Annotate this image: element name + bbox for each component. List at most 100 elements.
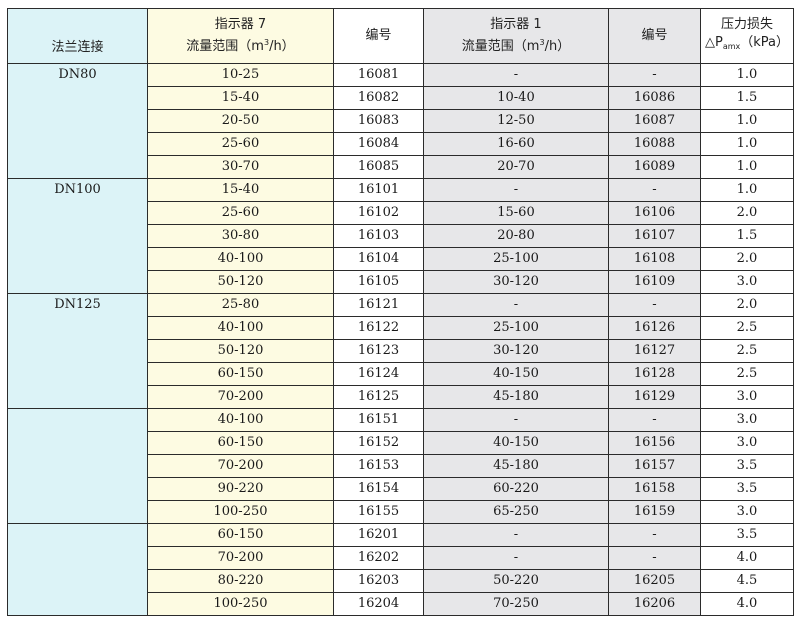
indicator1-flow-range-cell: 45-180 — [423, 454, 609, 478]
indicator7-flow-range-cell: 40-100 — [147, 408, 334, 432]
indicator7-code-cell: 16122 — [333, 316, 424, 340]
table-row: 70-200 16202- -4.0 — [8, 546, 794, 570]
table-row: 100-250 16155 65-250 16159 3.0 — [8, 500, 794, 524]
indicator7-code-cell: 16155 — [333, 500, 424, 524]
pressure-loss-cell: 1.0 — [700, 155, 794, 179]
header-indicator1-unit-pre: 流量范围（m — [461, 39, 540, 54]
indicator7-flow-range-cell: 70-200 — [147, 385, 334, 409]
indicator7-flow-range-cell: 70-200 — [147, 454, 334, 478]
indicator1-flow-range-cell: 60-220 — [423, 477, 609, 501]
table-row: 60-150 16152 40-150 16156 3.0 — [8, 431, 794, 455]
header-indicator1-title: 指示器 1 — [490, 17, 542, 32]
indicator1-code-cell: 16108 — [608, 247, 701, 271]
header-pressure-loss: 压力损失 △Pamx（kPa） — [700, 8, 794, 64]
header-indicator7-unit-pre: 流量范围（m — [186, 39, 264, 54]
indicator1-code-cell: - — [608, 523, 701, 547]
table-row: DN80 10-25 16081- -1.0 — [7, 63, 794, 179]
table-row: 60-150 16124 40-150 16128 2.5 — [8, 362, 794, 386]
pressure-loss-cell: 3.5 — [700, 454, 794, 478]
indicator7-code-cell: 16123 — [333, 339, 424, 363]
header-pressure-loss-unit-pre: △P — [704, 35, 723, 50]
table-row: 25-60 16084 16-60 16088 1.0 — [8, 132, 794, 156]
indicator7-code-cell: 16083 — [333, 109, 424, 133]
indicator1-flow-range-cell: 16-60 — [423, 132, 609, 156]
spec-table-wrapper: 法兰连接 指示器 7 流量范围（m3/h） 编号 指示器 1 流量范围（m3/h… — [7, 8, 794, 616]
indicator7-code-cell: 16202 — [333, 546, 424, 570]
table-row: 40-100 16151- -3.0 — [7, 408, 794, 524]
indicator1-code-cell: 16127 — [608, 339, 701, 363]
indicator7-flow-range-cell: 100-250 — [147, 500, 334, 524]
indicator1-code-cell: 16157 — [608, 454, 701, 478]
table-row: 100-250 16204 70-250 16206 4.0 — [8, 592, 794, 616]
indicator7-flow-range-cell: 20-50 — [147, 109, 334, 133]
header-code-2: 编号 — [608, 8, 701, 64]
header-indicator1-unit-post: /h） — [544, 39, 571, 54]
indicator7-code-cell: 16085 — [333, 155, 424, 179]
indicator7-flow-range-cell: 30-70 — [147, 155, 334, 179]
indicator7-flow-range-cell: 50-120 — [147, 270, 334, 294]
header-indicator1-unit-sup: 3 — [539, 38, 545, 47]
table-row: 50-120 16123 30-120 16127 2.5 — [8, 339, 794, 363]
indicator7-flow-range-cell: 60-150 — [147, 431, 334, 455]
flange-size-cell: DN125 — [7, 293, 148, 409]
indicator1-flow-range-cell: - — [423, 408, 609, 432]
table-row: 25-60 16102 15-60 16106 2.0 — [8, 201, 794, 225]
indicator1-flow-range-cell: 15-60 — [423, 201, 609, 225]
indicator1-flow-range-cell: - — [423, 523, 609, 547]
indicator1-code-cell: - — [608, 63, 701, 87]
header-indicator7-unit-sup: 3 — [263, 38, 270, 47]
table-header: 法兰连接 指示器 7 流量范围（m3/h） 编号 指示器 1 流量范围（m3/h… — [7, 8, 794, 64]
indicator1-flow-range-cell: 30-120 — [423, 339, 609, 363]
flange-size-cell — [7, 408, 148, 524]
indicator1-flow-range-cell: 12-50 — [423, 109, 609, 133]
indicator7-code-cell: 16104 — [333, 247, 424, 271]
pressure-loss-cell: 3.5 — [700, 477, 794, 501]
pressure-loss-cell: 2.5 — [700, 339, 794, 363]
indicator7-code-cell: 16154 — [333, 477, 424, 501]
indicator1-code-cell: 16086 — [608, 86, 701, 110]
indicator1-flow-range-cell: 30-120 — [423, 270, 609, 294]
flange-size-cell: DN100 — [7, 178, 148, 294]
pressure-loss-cell: 2.0 — [700, 247, 794, 271]
table-row: 70-200 16153 45-180 16157 3.5 — [8, 454, 794, 478]
indicator1-code-cell: 16158 — [608, 477, 701, 501]
header-indicator7-title: 指示器 7 — [214, 17, 267, 32]
indicator1-code-cell: 16159 — [608, 500, 701, 524]
pressure-loss-cell: 3.0 — [700, 385, 794, 409]
indicator1-flow-range-cell: 40-150 — [423, 362, 609, 386]
indicator7-code-cell: 16203 — [333, 569, 424, 593]
indicator1-flow-range-cell: 70-250 — [423, 592, 609, 616]
indicator1-flow-range-cell: 65-250 — [423, 500, 609, 524]
indicator7-flow-range-cell: 10-25 — [147, 63, 334, 87]
pressure-loss-cell: 1.5 — [700, 86, 794, 110]
indicator7-flow-range-cell: 70-200 — [147, 546, 334, 570]
header-pressure-loss-unit: △Pamx（kPa） — [702, 34, 793, 56]
pressure-loss-cell: 3.0 — [700, 500, 794, 524]
indicator1-code-cell: 16089 — [608, 155, 701, 179]
indicator1-code-cell: 16088 — [608, 132, 701, 156]
indicator1-flow-range-cell: - — [423, 178, 609, 202]
indicator1-code-cell: 16107 — [608, 224, 701, 248]
indicator1-code-cell: 16205 — [608, 569, 701, 593]
indicator7-code-cell: 16082 — [333, 86, 424, 110]
table-row: 90-220 16154 60-220 16158 3.5 — [8, 477, 794, 501]
pressure-loss-cell: 1.0 — [700, 109, 794, 133]
table-row: 20-50 16083 12-50 16087 1.0 — [8, 109, 794, 133]
pressure-loss-cell: 4.0 — [700, 592, 794, 616]
table-row: DN100 15-40 16101- -1.0 — [7, 178, 794, 294]
pressure-loss-cell: 2.0 — [700, 293, 794, 317]
pressure-loss-cell: 2.0 — [700, 201, 794, 225]
pressure-loss-cell: 3.0 — [700, 431, 794, 455]
indicator7-code-cell: 16102 — [333, 201, 424, 225]
pressure-loss-cell: 4.0 — [700, 546, 794, 570]
indicator1-flow-range-cell: 40-150 — [423, 431, 609, 455]
indicator7-flow-range-cell: 15-40 — [147, 86, 334, 110]
indicator7-flow-range-cell: 90-220 — [147, 477, 334, 501]
indicator1-flow-range-cell: 20-70 — [423, 155, 609, 179]
table-row: 60-150 16201- -3.5 — [7, 523, 794, 616]
table-row: 50-120 16105 30-120 16109 3.0 — [8, 270, 794, 294]
header-pressure-loss-unit-post: （kPa） — [740, 35, 790, 50]
indicator7-flow-range-cell: 50-120 — [147, 339, 334, 363]
indicator1-code-cell: 16109 — [608, 270, 701, 294]
header-flange-connection: 法兰连接 — [7, 8, 148, 64]
